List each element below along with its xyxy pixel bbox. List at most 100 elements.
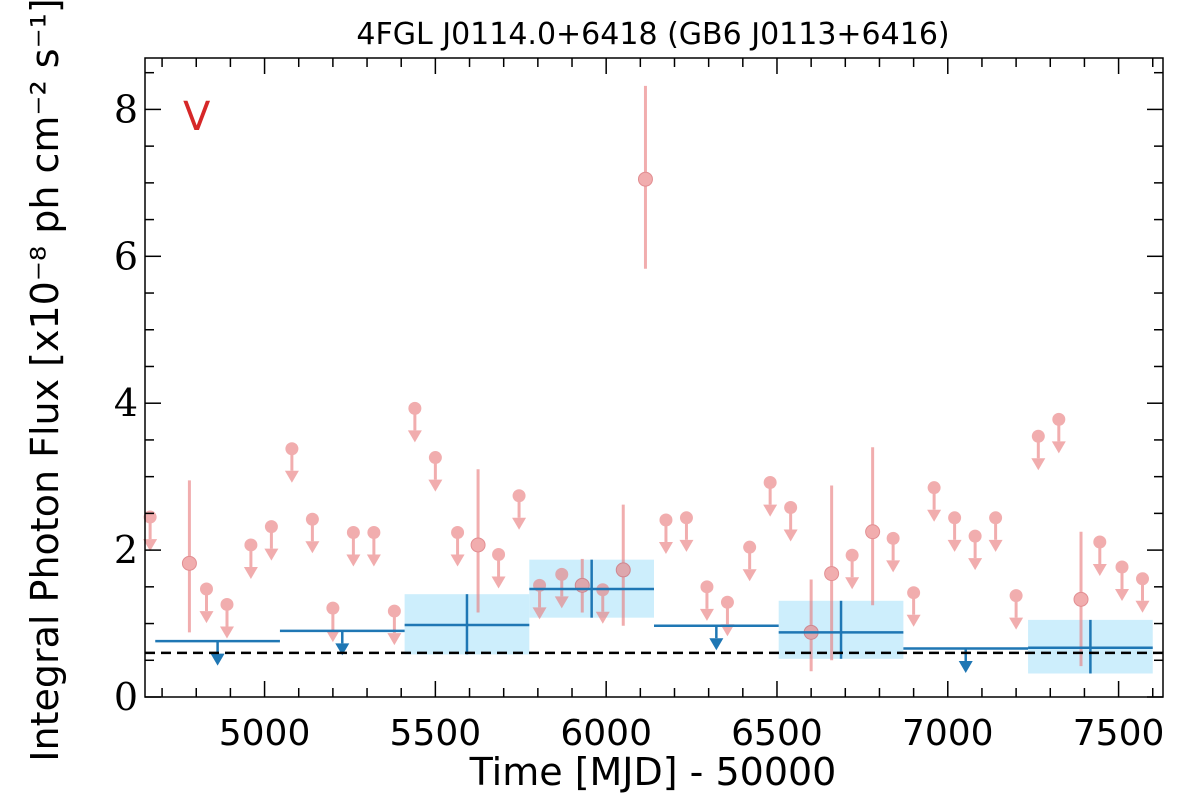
short-bin-upper-limit [947, 511, 962, 552]
upper-limit-arrowhead [1051, 441, 1066, 454]
upper-limit-arrowhead [783, 529, 798, 542]
short-bin-upper-limit [763, 476, 778, 517]
short-bin-upper-limit [886, 531, 901, 573]
short-bin-point [615, 504, 631, 626]
short-bin-upper-limit [284, 442, 299, 483]
upper-limit-arrowhead [1135, 600, 1150, 613]
long-bin-upper-limit-arrowhead [958, 661, 973, 674]
short-bin-upper-limit [1009, 589, 1024, 630]
x-tick-label: 5000 [219, 713, 311, 754]
short-bin-upper-limit [554, 567, 569, 609]
short-bin-upper-limit [988, 511, 1003, 552]
upper-limit-arrowhead [947, 539, 962, 552]
short-bin-upper-limit [387, 604, 402, 646]
variability-annotation: V [183, 94, 211, 140]
x-tick-label: 5500 [390, 713, 482, 754]
short-bin-point [181, 480, 197, 633]
upper-limit-arrowhead [243, 566, 258, 579]
short-bin-point [637, 85, 653, 269]
short-bin-upper-limit [699, 580, 714, 621]
short-bin-upper-limit [927, 481, 942, 522]
y-axis-label: Integral Photon Flux [x10⁻⁸ ph cm⁻² s⁻¹] [23, 0, 67, 762]
upper-limit-arrowhead [1092, 564, 1107, 577]
upper-limit-arrowhead [199, 611, 214, 624]
upper-limit-arrowhead [988, 539, 1003, 552]
y-tick-label: 0 [114, 675, 138, 719]
axes-frame [144, 57, 1164, 698]
upper-limit-arrowhead [595, 611, 610, 624]
upper-limit-arrowhead [219, 626, 234, 639]
long-bin-upper-limit-arrowhead [709, 638, 724, 651]
x-tick-label: 6000 [560, 713, 652, 754]
x-axis-label: Time [MJD] - 50000 [469, 750, 837, 794]
short-bin-upper-limit [906, 586, 921, 627]
plot-area: V [143, 85, 1163, 674]
short-bin-upper-limit [1031, 429, 1046, 471]
measurement-marker [181, 555, 197, 571]
upper-limit-arrowhead [742, 569, 757, 582]
upper-limit-arrowhead [699, 608, 714, 621]
short-bin-upper-limit [1051, 412, 1066, 454]
short-bin-upper-limit [305, 512, 320, 554]
measurement-marker [637, 171, 653, 187]
short-bin-upper-limit [1115, 560, 1130, 602]
short-bin-upper-limit [264, 520, 279, 561]
upper-limit-arrowhead [366, 554, 381, 567]
measurement-marker [470, 537, 486, 553]
upper-limit-arrowhead [407, 430, 422, 443]
y-tick-label: 4 [114, 381, 138, 425]
upper-limit-arrowhead [968, 558, 983, 571]
y-tick-label: 6 [114, 234, 138, 278]
upper-limit-arrowhead [491, 576, 506, 589]
short-bin-upper-limit [658, 513, 673, 555]
short-bin-upper-limit [968, 529, 983, 571]
measurement-marker [824, 566, 840, 582]
short-bin-upper-limit [346, 525, 361, 567]
upper-limit-arrowhead [658, 542, 673, 555]
short-bin-point [470, 469, 486, 613]
upper-limit-arrowhead [554, 596, 569, 609]
upper-limit-arrowhead [1009, 617, 1024, 630]
upper-limit-arrowhead [763, 504, 778, 517]
short-bin-upper-limit [742, 540, 757, 582]
short-bin-upper-limit [199, 582, 214, 624]
short-bin-point [1073, 531, 1089, 667]
short-bin-upper-limit [407, 401, 422, 443]
short-bin-upper-limit [428, 451, 443, 492]
upper-limit-arrowhead [325, 630, 340, 643]
chart-title: 4FGL J0114.0+6418 (GB6 J0113+6416) [356, 17, 949, 52]
upper-limit-arrowhead [305, 541, 320, 554]
upper-limit-arrowhead [886, 560, 901, 573]
upper-limit-arrowhead [532, 607, 547, 620]
upper-limit-arrowhead [428, 479, 443, 492]
upper-limit-marker [784, 501, 798, 515]
upper-limit-arrowhead [143, 539, 158, 552]
short-bin-upper-limit [219, 597, 234, 639]
x-tick-label: 7000 [902, 713, 994, 754]
short-bin-upper-limit [512, 489, 527, 530]
long-bin-upper-limit-arrowhead [335, 643, 350, 656]
upper-limit-arrowhead [1031, 458, 1046, 471]
short-bin-upper-limit [366, 525, 381, 567]
short-bin-upper-limit [783, 501, 798, 542]
upper-limit-arrowhead [346, 554, 361, 567]
short-bin-point [865, 447, 881, 606]
short-bin-upper-limit [679, 511, 694, 552]
measurement-marker [1073, 591, 1089, 607]
upper-limit-arrowhead [720, 624, 735, 637]
short-bin-upper-limit [243, 538, 258, 579]
upper-limit-arrowhead [845, 577, 860, 590]
y-tick-label: 2 [114, 528, 138, 572]
short-bin-upper-limit [325, 601, 340, 643]
x-tick-label: 7500 [1073, 713, 1165, 754]
short-bin-upper-limit [1092, 535, 1107, 577]
upper-limit-arrowhead [387, 633, 402, 646]
short-bin-upper-limit [491, 548, 506, 589]
long-bin-upper-limit-arrowhead [210, 653, 225, 666]
y-tick-label: 8 [114, 87, 138, 131]
upper-limit-arrowhead [927, 509, 942, 522]
upper-limit-arrowhead [679, 539, 694, 552]
x-tick-label: 6500 [731, 713, 823, 754]
short-bin-upper-limit [845, 548, 860, 590]
